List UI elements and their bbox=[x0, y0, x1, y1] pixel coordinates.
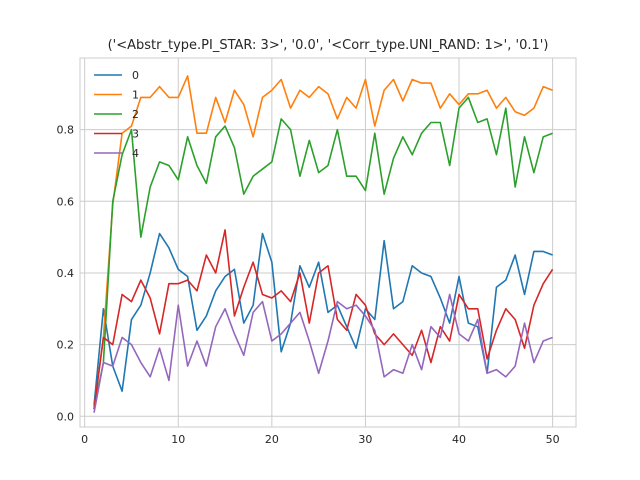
chart-title: ('<Abstr_type.PI_STAR: 3>', '0.0', '<Cor… bbox=[108, 38, 549, 53]
series-layer bbox=[93, 75, 554, 413]
tick-labels: 0 10 20 30 40 50 0.0 0.2 0.4 0.6 0.8 bbox=[57, 124, 560, 446]
plot-frame bbox=[79, 57, 577, 428]
x-tick-label: 50 bbox=[546, 433, 560, 446]
x-tick-label: 20 bbox=[265, 433, 279, 446]
series-line-4 bbox=[93, 293, 553, 413]
series-line-1 bbox=[93, 75, 553, 410]
series-line-2 bbox=[93, 96, 553, 410]
series-line-0 bbox=[93, 232, 553, 406]
x-tick-label: 30 bbox=[358, 433, 372, 446]
y-tick-label: 0.2 bbox=[57, 339, 75, 352]
y-tick-label: 0.0 bbox=[57, 410, 75, 423]
x-tick-label: 0 bbox=[81, 433, 88, 446]
x-tick-label: 40 bbox=[452, 433, 466, 446]
series-line-3 bbox=[93, 229, 554, 410]
grid-lines bbox=[80, 58, 576, 427]
y-tick-label: 0.4 bbox=[57, 267, 75, 280]
y-tick-label: 0.8 bbox=[57, 124, 75, 137]
legend-label-1: 1 bbox=[132, 89, 139, 102]
legend-label-3: 3 bbox=[132, 128, 139, 141]
x-tick-label: 10 bbox=[171, 433, 185, 446]
legend: 0 1 2 3 4 bbox=[94, 69, 139, 160]
legend-label-2: 2 bbox=[132, 108, 139, 121]
legend-label-0: 0 bbox=[132, 69, 139, 82]
legend-label-4: 4 bbox=[132, 147, 139, 160]
y-tick-label: 0.6 bbox=[57, 195, 75, 208]
